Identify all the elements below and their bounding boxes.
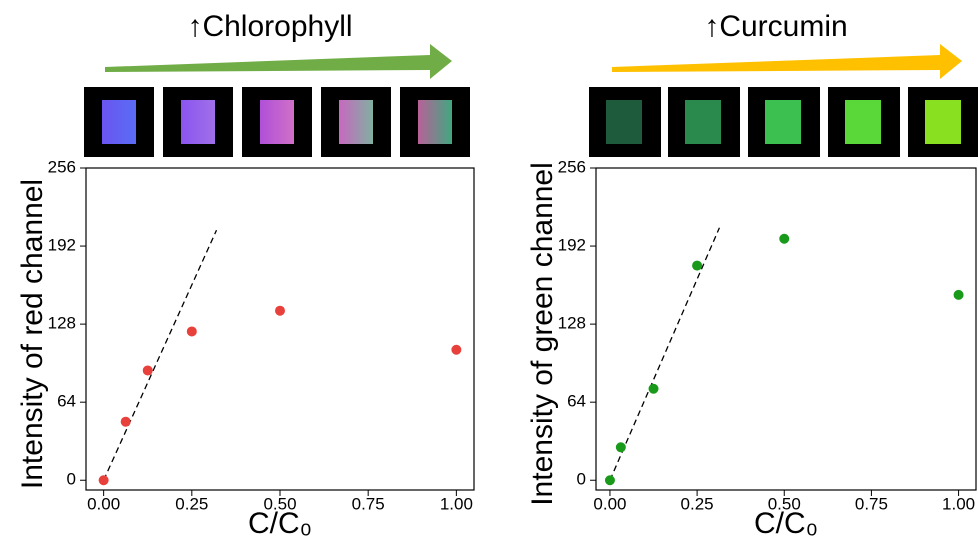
data-point (648, 383, 659, 394)
x-axis-label: C/C₀ (248, 507, 312, 540)
data-point (142, 365, 153, 376)
x-tick-label: 0.25 (175, 494, 208, 513)
sample (339, 100, 373, 144)
y-tick-label: 128 (558, 314, 586, 333)
x-tick-label: 1.00 (942, 494, 975, 513)
x-tick-label: 0.25 (681, 494, 714, 513)
data-point (953, 289, 964, 300)
sample (606, 100, 642, 144)
y-tick-label: 192 (48, 236, 76, 255)
y-tick-label: 64 (567, 392, 586, 411)
data-point (615, 442, 626, 453)
y-axis-label: Intensity of green channel (526, 162, 559, 506)
fit-line (103, 229, 218, 481)
y-tick-label: 0 (67, 470, 76, 489)
sample (925, 100, 961, 144)
fit-line (609, 227, 721, 481)
sample (418, 100, 452, 144)
y-tick-label: 256 (48, 157, 76, 176)
data-point (779, 233, 790, 244)
y-axis-label: Intensity of red channel (16, 179, 49, 489)
x-tick-label: 0.75 (352, 494, 385, 513)
plot-frame (85, 167, 475, 491)
arrow (105, 44, 452, 79)
data-point (275, 305, 285, 316)
y-tick-label: 192 (558, 236, 586, 255)
arrow (612, 44, 962, 79)
sample (845, 100, 881, 144)
x-tick-label: 0.00 (593, 494, 626, 513)
sample (260, 100, 294, 144)
data-point (186, 326, 197, 337)
plot-frame (595, 167, 977, 491)
x-axis-label: C/C₀ (754, 507, 818, 540)
sample (102, 100, 136, 144)
arrows (105, 44, 962, 79)
x-tick-label: 0.50 (768, 494, 801, 513)
data-point (120, 416, 131, 427)
x-tick-label: 0.00 (87, 494, 120, 513)
sample (685, 100, 721, 144)
chart-title: ↑Chlorophyll (187, 10, 352, 43)
data-point (604, 475, 615, 486)
y-tick-label: 0 (577, 470, 586, 489)
sample (765, 100, 801, 144)
y-tick-label: 128 (48, 314, 76, 333)
x-tick-label: 1.00 (440, 494, 473, 513)
x-tick-label: 0.75 (855, 494, 888, 513)
x-tick-label: 0.50 (263, 494, 296, 513)
sample (181, 100, 215, 144)
sample-images (84, 87, 978, 157)
y-tick-label: 64 (57, 392, 76, 411)
data-point (451, 344, 462, 355)
data-point (692, 260, 703, 271)
y-tick-label: 256 (558, 157, 586, 176)
chart-title: ↑Curcumin (704, 10, 847, 43)
data-point (98, 475, 109, 486)
